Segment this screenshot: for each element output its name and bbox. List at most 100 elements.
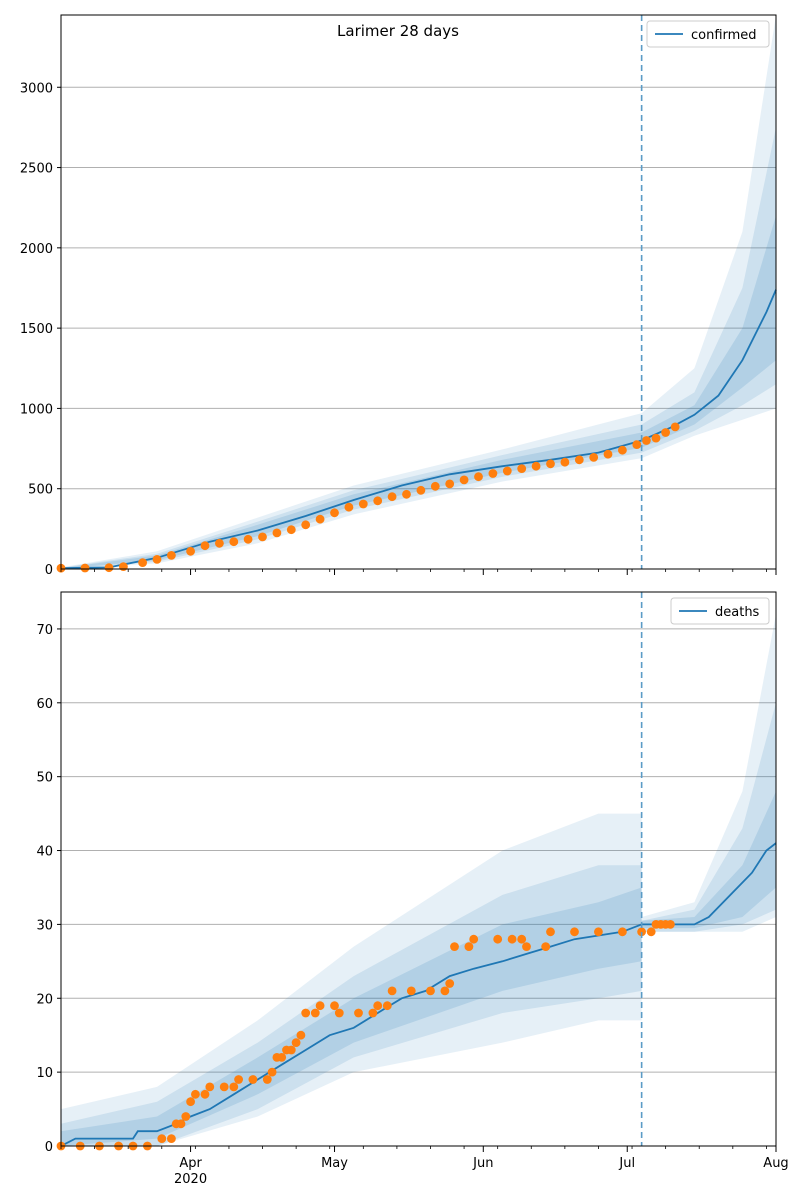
observed-point bbox=[330, 508, 339, 518]
observed-point bbox=[200, 541, 210, 551]
observed-point bbox=[267, 1067, 277, 1077]
observed-point bbox=[186, 546, 196, 556]
observed-point bbox=[387, 492, 397, 502]
observed-point bbox=[229, 537, 239, 547]
observed-point bbox=[546, 459, 555, 469]
observed-point bbox=[354, 1008, 363, 1018]
observed-point bbox=[546, 927, 555, 937]
observed-point bbox=[152, 555, 162, 564]
uncertainty-band-outer bbox=[61, 614, 776, 1146]
observed-point bbox=[541, 942, 551, 951]
legend-label: deaths bbox=[715, 605, 760, 620]
observed-point bbox=[277, 1053, 287, 1062]
observed-point bbox=[358, 499, 368, 509]
observed-point bbox=[646, 927, 656, 937]
axes-frame bbox=[60, 14, 777, 570]
observed-point bbox=[570, 927, 579, 937]
observed-point bbox=[445, 979, 455, 988]
observed-point bbox=[301, 520, 311, 530]
observed-point bbox=[502, 466, 512, 476]
observed-point bbox=[191, 1089, 200, 1099]
observed-point bbox=[589, 453, 599, 462]
observed-point bbox=[310, 1008, 320, 1018]
observed-point bbox=[167, 1134, 176, 1143]
x-tick-label: Apr bbox=[179, 1156, 202, 1171]
legend-label: confirmed bbox=[691, 28, 757, 43]
observed-point bbox=[286, 1045, 296, 1055]
y-tick-label: 500 bbox=[28, 483, 53, 498]
observed-point bbox=[661, 428, 670, 437]
observed-point bbox=[488, 469, 498, 478]
observed-point bbox=[445, 479, 455, 489]
model-median-line bbox=[60, 289, 777, 570]
observed-point bbox=[517, 934, 527, 944]
observed-point bbox=[517, 464, 527, 473]
observed-point bbox=[262, 1075, 272, 1084]
observed-point bbox=[464, 942, 474, 951]
observed-point bbox=[637, 927, 646, 937]
observed-point bbox=[574, 455, 584, 465]
uncertainty-band-outer bbox=[61, 15, 776, 569]
x-tick-label: May bbox=[321, 1156, 348, 1171]
observed-point bbox=[440, 986, 450, 996]
x-tick-year-label: 2020 bbox=[174, 1172, 207, 1187]
y-tick-label: 3000 bbox=[20, 81, 53, 96]
observed-point bbox=[205, 1082, 215, 1092]
observed-point bbox=[670, 422, 680, 432]
observed-point bbox=[522, 942, 531, 951]
observed-point bbox=[373, 1001, 383, 1011]
observed-point bbox=[459, 475, 469, 485]
legend-box bbox=[670, 597, 770, 625]
observed-point bbox=[181, 1112, 191, 1121]
observed-point bbox=[344, 502, 354, 512]
observed-point bbox=[651, 433, 661, 443]
y-tick-label: 40 bbox=[36, 845, 53, 860]
observed-point bbox=[382, 1001, 392, 1011]
observed-point bbox=[315, 514, 325, 524]
observed-point bbox=[157, 1134, 167, 1143]
observed-point bbox=[474, 472, 483, 482]
deaths-panel: 0 10 20 30 40 50 60 70 deaths bbox=[36, 591, 777, 1155]
observed-point bbox=[531, 461, 541, 471]
observed-point bbox=[469, 934, 479, 944]
observed-point bbox=[176, 1119, 186, 1129]
y-tick-label: 2500 bbox=[20, 162, 53, 177]
y-tick-label: 1500 bbox=[20, 322, 53, 337]
y-tick-label: 20 bbox=[36, 992, 53, 1007]
observed-point bbox=[603, 449, 613, 459]
x-tick-label: Aug bbox=[763, 1156, 788, 1171]
observed-point bbox=[426, 986, 435, 996]
uncertainty-band-inner bbox=[61, 791, 776, 1146]
observed-point bbox=[416, 485, 426, 495]
uncertainty-band-middle bbox=[61, 702, 776, 1146]
observed-point bbox=[219, 1082, 229, 1092]
observed-point bbox=[507, 934, 517, 944]
observed-point bbox=[594, 927, 603, 937]
y-tick-label: 60 bbox=[36, 697, 53, 712]
observed-point bbox=[234, 1075, 244, 1084]
x-tick-label: Jun bbox=[472, 1156, 493, 1171]
observed-point bbox=[286, 525, 296, 535]
observed-point bbox=[387, 986, 397, 996]
observed-point bbox=[291, 1038, 301, 1047]
observed-point bbox=[373, 496, 383, 506]
y-tick-label: 50 bbox=[36, 771, 53, 786]
observed-point bbox=[243, 534, 253, 544]
chart-title: Larimer 28 days bbox=[337, 22, 459, 40]
observed-point bbox=[560, 457, 570, 467]
observed-point bbox=[666, 920, 675, 929]
y-tick-label: 70 bbox=[36, 623, 53, 638]
uncertainty-band-middle bbox=[61, 127, 776, 570]
observed-point bbox=[632, 440, 642, 449]
observed-point bbox=[258, 532, 267, 542]
observed-point bbox=[618, 927, 627, 937]
observed-point bbox=[430, 481, 440, 491]
observed-point bbox=[301, 1008, 311, 1018]
legend-box bbox=[646, 20, 770, 48]
observed-point bbox=[215, 538, 224, 548]
observed-point bbox=[642, 436, 651, 445]
observed-point bbox=[334, 1008, 344, 1018]
observed-point bbox=[315, 1001, 325, 1011]
y-tick-label: 1000 bbox=[20, 402, 53, 417]
